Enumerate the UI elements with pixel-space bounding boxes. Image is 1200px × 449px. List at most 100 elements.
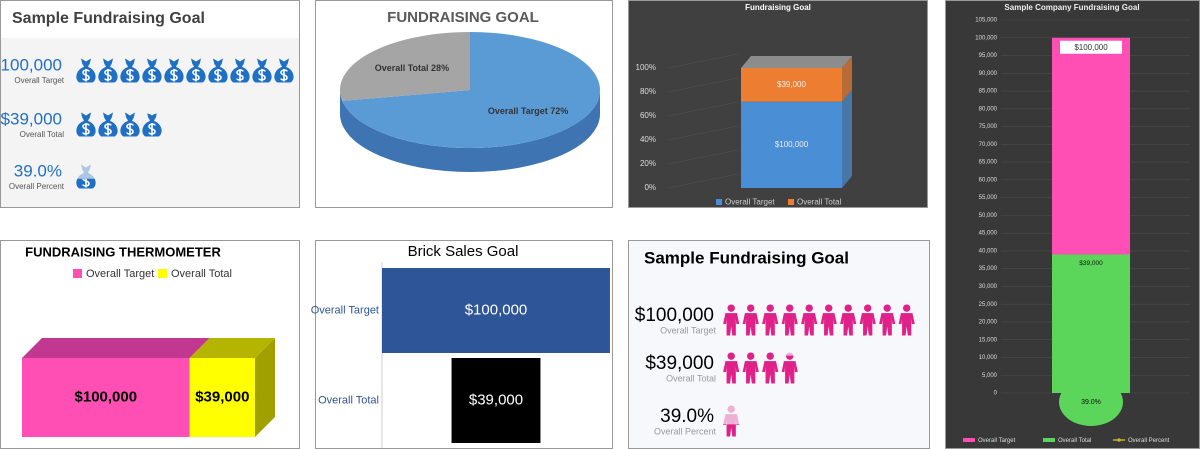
y-tick-label: 100% — [636, 63, 656, 72]
icon-shape — [825, 304, 833, 312]
y-tick-label: 35,000 — [979, 266, 998, 272]
icon-fill — [859, 304, 876, 336]
y-tick-label: 20,000 — [979, 320, 998, 326]
legend-label: Overall Percent — [1128, 438, 1170, 444]
icon-glyph — [258, 69, 266, 82]
bar-top — [741, 56, 852, 68]
category-label: Overall Target — [311, 304, 379, 316]
icon-glyph — [82, 69, 90, 82]
icon-fill — [98, 112, 118, 137]
icon — [742, 304, 759, 336]
panel-frame — [628, 240, 930, 449]
icon-fill — [164, 58, 184, 83]
category-label: Overall Total — [318, 394, 379, 406]
value-label: $39,000 — [195, 388, 249, 405]
label-box — [1060, 40, 1122, 54]
icon — [840, 304, 857, 336]
y-tick-label: 45,000 — [979, 231, 998, 237]
value-label: $100,000 — [0, 55, 62, 74]
y-tick-label: 50,000 — [979, 213, 998, 219]
chart-title: Brick Sales Goal — [408, 243, 519, 260]
legend-label: Overall Total — [171, 268, 232, 280]
chart-title: FUNDRAISING GOAL — [387, 9, 539, 26]
icon-shape — [805, 304, 813, 312]
icon — [801, 304, 818, 336]
y-tick-label: 20% — [640, 159, 656, 168]
y-tick-label: 105,000 — [975, 18, 997, 24]
icon — [230, 58, 250, 83]
icon — [762, 352, 779, 384]
icon-fill — [723, 304, 740, 336]
icon-shape — [742, 361, 759, 384]
icon-glyph — [192, 69, 200, 82]
icon-shape — [859, 313, 876, 336]
icon-glyph — [82, 178, 90, 188]
panel: FUNDRAISING GOAL Overall Target 72% Overal… — [315, 0, 613, 208]
bar-side — [842, 89, 852, 188]
value-label: $100,000 — [635, 305, 714, 326]
icon-glyph — [126, 123, 134, 136]
y-tick-label: 30,000 — [979, 284, 998, 290]
icon — [723, 304, 740, 336]
icon-fill — [120, 58, 140, 83]
icon — [898, 304, 915, 336]
legend-swatch — [73, 269, 82, 278]
icon — [98, 58, 118, 83]
legend-label: Overall Target — [86, 268, 154, 280]
pie-slice — [340, 32, 470, 101]
y-tick-label: 15,000 — [979, 337, 998, 343]
y-tick-label: 0% — [644, 183, 656, 192]
icon-shape — [723, 313, 740, 336]
tick-line — [667, 77, 739, 93]
category-label: Overall Target — [660, 325, 716, 335]
icon-shape — [786, 304, 794, 312]
value-label: $100,000 — [465, 301, 528, 318]
slice-label: Overall Total 28% — [375, 63, 449, 73]
legend-marker — [1117, 438, 1121, 442]
value-label: $39,000 — [645, 353, 714, 374]
y-tick-label: 10,000 — [979, 355, 998, 361]
icon-fill — [230, 58, 250, 83]
icon-fill — [274, 58, 294, 83]
value-label: $39,000 — [469, 391, 523, 408]
y-tick-label: 85,000 — [979, 89, 998, 95]
category-label: Overall Total — [20, 130, 65, 139]
icon-shape — [840, 313, 857, 336]
icon-shape — [820, 313, 837, 336]
icon-fill — [781, 355, 798, 384]
icon — [820, 304, 837, 336]
bar-top — [189, 338, 275, 358]
tick-line — [667, 173, 739, 189]
icon-shape — [898, 313, 915, 336]
bar-segment — [22, 358, 190, 437]
icon — [879, 304, 896, 336]
icon-fill — [208, 58, 228, 83]
tick-line — [667, 149, 739, 165]
icon-glyph — [148, 69, 156, 82]
icon-fill — [801, 304, 818, 336]
bar-segment — [741, 101, 842, 188]
icon-fill — [781, 304, 798, 336]
icon-glyph — [104, 123, 112, 136]
icon — [76, 164, 96, 189]
y-tick-label: 80,000 — [979, 106, 998, 112]
y-tick-label: 60,000 — [979, 177, 998, 183]
icon-fill — [820, 304, 837, 336]
icon-fill — [252, 58, 272, 83]
icon-fill — [762, 304, 779, 336]
category-label: Overall Target — [14, 76, 64, 85]
icon-glyph — [148, 123, 156, 136]
y-tick-label: 40% — [640, 135, 656, 144]
y-tick-label: 5,000 — [982, 373, 998, 379]
icon-shape — [727, 405, 735, 413]
y-tick-label: 80% — [640, 87, 656, 96]
icon — [186, 58, 206, 83]
pie-side — [340, 90, 600, 172]
icon-shape — [766, 304, 774, 312]
panel: Brick Sales Goal $100,000 Overall Target $3… — [311, 240, 613, 449]
icon-fill — [723, 424, 740, 437]
bar — [451, 358, 541, 443]
legend-label: Overall Total — [1058, 438, 1091, 444]
value-label: $39,000 — [1, 109, 62, 128]
